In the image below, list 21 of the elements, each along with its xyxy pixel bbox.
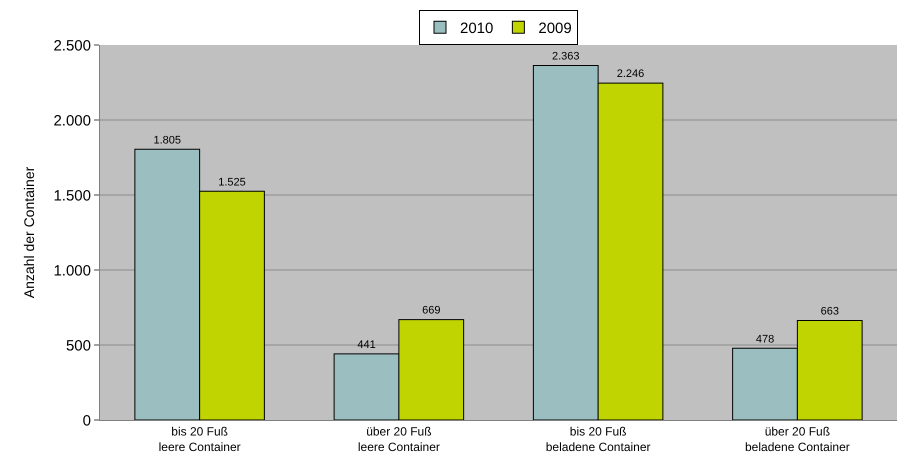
data-label: 478 [756, 333, 774, 346]
x-tick-label: über 20 Fuß leere Container [358, 424, 440, 454]
y-tick-label: 500 [66, 337, 91, 354]
data-label: 669 [422, 304, 440, 317]
y-axis-title: Anzahl der Container [21, 166, 38, 298]
legend-label: 2010 [460, 20, 494, 38]
data-label: 2.246 [616, 68, 644, 80]
x-tick-label: über 20 Fuß beladene Container [745, 424, 850, 454]
x-tick-label: bis 20 Fuß leere Container [158, 424, 241, 454]
data-label: 2.363 [552, 50, 580, 63]
y-tick-label: 1.000 [53, 262, 91, 280]
data-label: 1.525 [218, 176, 246, 188]
y-tick-label: 2.000 [53, 112, 91, 130]
data-label: 663 [820, 306, 839, 318]
legend-label: 2009 [538, 20, 572, 38]
x-tick-label: bis 20 Fuß beladene Container [546, 424, 651, 454]
y-tick-label: 1.500 [53, 187, 91, 204]
data-label: 1.805 [153, 134, 182, 146]
y-tick-label: 2.500 [53, 37, 91, 54]
y-tick-label: 0 [82, 412, 91, 430]
data-label: 441 [357, 338, 376, 351]
